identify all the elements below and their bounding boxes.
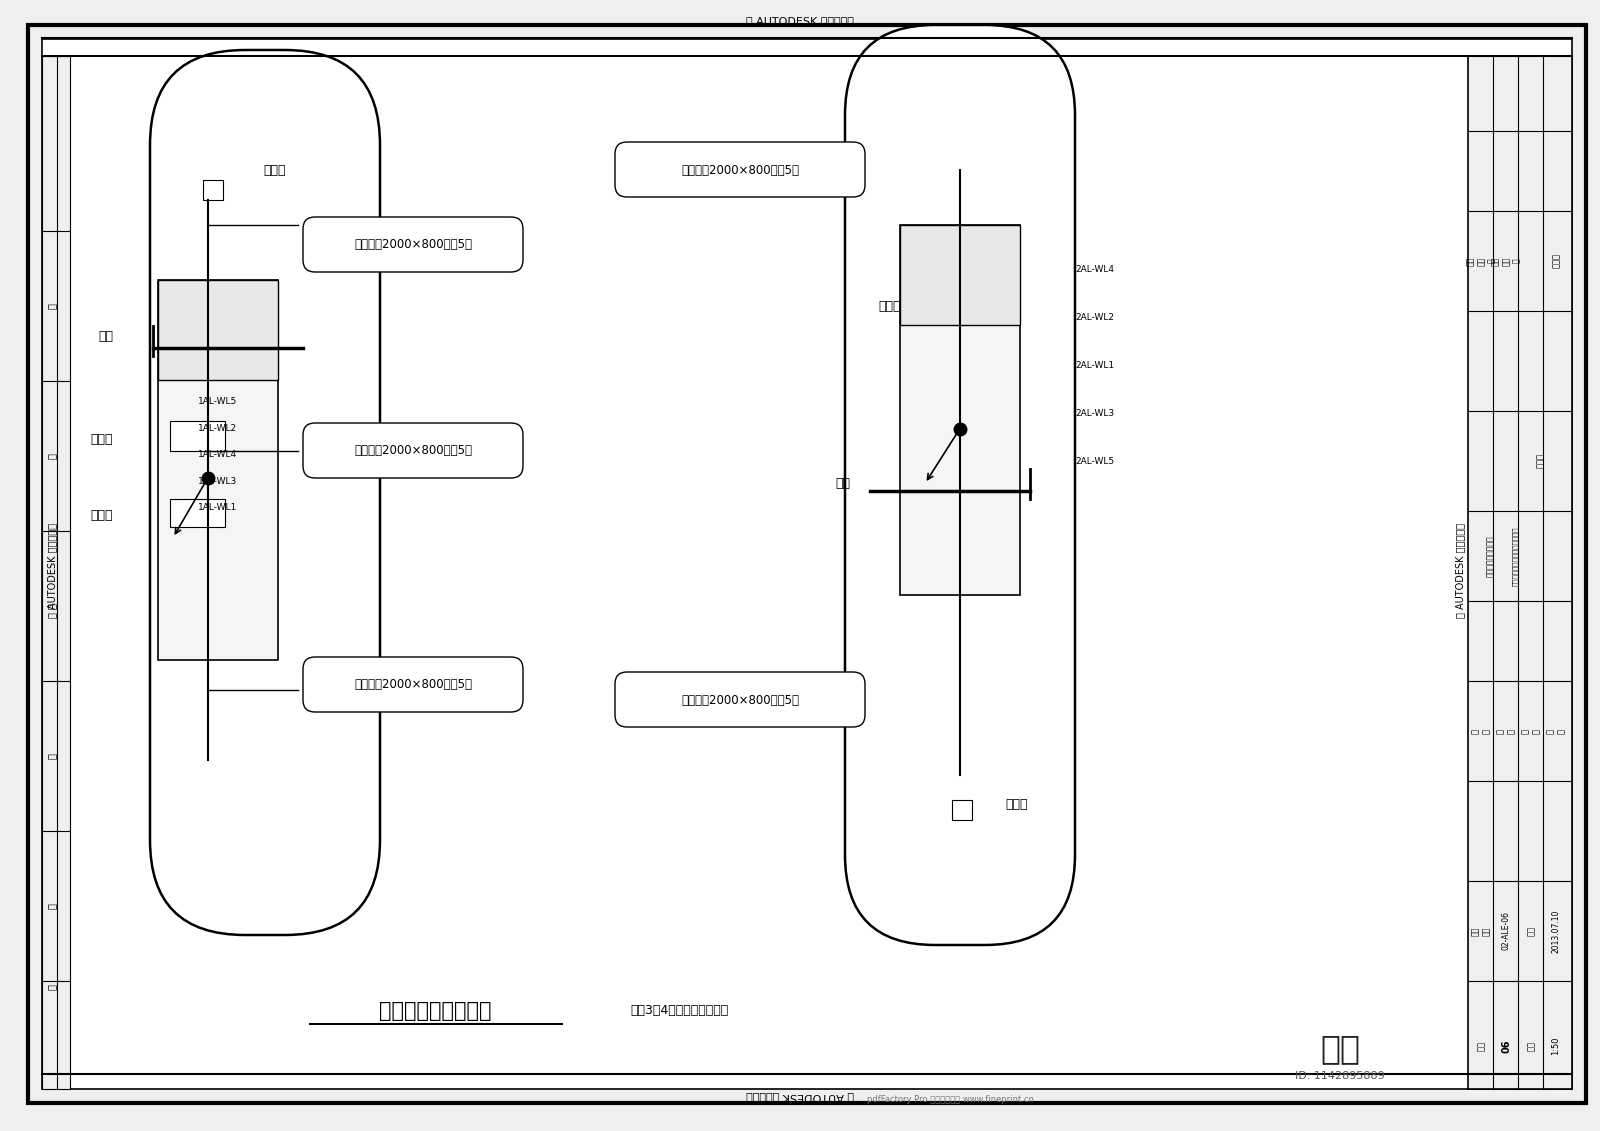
Text: www.znzmo.com: www.znzmo.com bbox=[126, 676, 234, 746]
Text: www.znzmo.com: www.znzmo.com bbox=[1166, 916, 1274, 986]
FancyBboxPatch shape bbox=[42, 57, 70, 1089]
Text: 02-ALE-06: 02-ALE-06 bbox=[1501, 912, 1510, 950]
Text: www.znzmo.com: www.znzmo.com bbox=[646, 435, 754, 507]
Text: www.znzmo.com: www.znzmo.com bbox=[386, 435, 494, 507]
Text: 地感线圈2000×800环绕5圈: 地感线圈2000×800环绕5圈 bbox=[354, 239, 472, 251]
Text: 丙: 丙 bbox=[46, 753, 58, 759]
Text: 由 AUTODESK 学生版生成: 由 AUTODESK 学生版生成 bbox=[746, 1093, 854, 1102]
Text: www.znzmo.com: www.znzmo.com bbox=[646, 676, 754, 746]
Text: 验卡机: 验卡机 bbox=[91, 433, 114, 446]
FancyBboxPatch shape bbox=[302, 217, 523, 271]
Text: 己: 己 bbox=[46, 303, 58, 309]
FancyBboxPatch shape bbox=[203, 180, 222, 200]
Text: 发卡机: 发卡机 bbox=[91, 509, 114, 523]
FancyBboxPatch shape bbox=[42, 38, 1571, 1089]
Text: 施工图: 施工图 bbox=[1552, 253, 1560, 268]
Text: 地感线圈2000×800环绕5圈: 地感线圈2000×800环绕5圈 bbox=[682, 693, 798, 707]
Text: 校
对: 校 对 bbox=[1522, 728, 1541, 734]
Text: 地感线圈2000×800环绕5圈: 地感线圈2000×800环绕5圈 bbox=[682, 164, 798, 176]
Text: 知末: 知末 bbox=[1320, 1033, 1360, 1065]
FancyBboxPatch shape bbox=[170, 421, 226, 451]
FancyBboxPatch shape bbox=[170, 499, 226, 527]
Text: 图号: 图号 bbox=[1477, 1041, 1485, 1051]
Text: 1AL-WL3: 1AL-WL3 bbox=[198, 477, 238, 486]
Text: 验卡机: 验卡机 bbox=[878, 300, 901, 313]
Text: 丁: 丁 bbox=[46, 603, 58, 608]
Text: www.znzmo.com: www.znzmo.com bbox=[1166, 435, 1274, 507]
Text: www.znzmo.com: www.znzmo.com bbox=[906, 196, 1014, 266]
Text: 由 AUTODESK 学生版生成: 由 AUTODESK 学生版生成 bbox=[1454, 524, 1466, 619]
Text: 2AL-WL3: 2AL-WL3 bbox=[1075, 409, 1114, 418]
Text: 2AL-WL1: 2AL-WL1 bbox=[1075, 361, 1114, 370]
Text: 道闸: 道闸 bbox=[98, 330, 114, 343]
FancyBboxPatch shape bbox=[158, 280, 278, 380]
FancyBboxPatch shape bbox=[302, 423, 523, 478]
Text: 1AL-WL5: 1AL-WL5 bbox=[198, 397, 238, 406]
Text: 2AL-WL2: 2AL-WL2 bbox=[1075, 313, 1114, 322]
Text: www.znzmo.com: www.znzmo.com bbox=[386, 916, 494, 986]
Text: 工程
编号: 工程 编号 bbox=[1472, 926, 1491, 935]
Text: 收费系统设备布置图: 收费系统设备布置图 bbox=[1485, 535, 1494, 577]
Text: www.znzmo.com: www.znzmo.com bbox=[126, 916, 234, 986]
Text: www.znzmo.com: www.znzmo.com bbox=[906, 676, 1014, 746]
Text: 摄像机: 摄像机 bbox=[1005, 798, 1027, 812]
Text: pdfFactory Pro 试用版本创建 www.fineprint.cn: pdfFactory Pro 试用版本创建 www.fineprint.cn bbox=[867, 1095, 1034, 1104]
Text: www.znzmo.com: www.znzmo.com bbox=[126, 435, 234, 507]
FancyBboxPatch shape bbox=[899, 225, 1021, 325]
FancyBboxPatch shape bbox=[150, 50, 381, 935]
Text: www.znzmo.com: www.znzmo.com bbox=[386, 196, 494, 266]
Text: 06: 06 bbox=[1501, 1039, 1510, 1053]
FancyBboxPatch shape bbox=[952, 800, 973, 820]
Text: www.znzmo.com: www.znzmo.com bbox=[646, 916, 754, 986]
Text: 戊: 戊 bbox=[46, 454, 58, 459]
Text: 1AL-WL2: 1AL-WL2 bbox=[198, 424, 237, 433]
Text: 设
计: 设 计 bbox=[1472, 728, 1491, 734]
Text: 日期: 日期 bbox=[1526, 926, 1536, 936]
Text: www.znzmo.com: www.znzmo.com bbox=[906, 916, 1014, 986]
Text: 工程
负责
人: 工程 负责 人 bbox=[1466, 257, 1496, 266]
Text: 收费系统设备布置图: 收费系统设备布置图 bbox=[379, 1001, 491, 1021]
Text: 比例: 比例 bbox=[1526, 1041, 1536, 1051]
Text: www.znzmo.com: www.znzmo.com bbox=[1166, 196, 1274, 266]
Text: 甲: 甲 bbox=[46, 984, 58, 990]
Text: 批
准: 批 准 bbox=[1546, 728, 1566, 734]
Text: www.znzmo.com: www.znzmo.com bbox=[1166, 676, 1274, 746]
Text: www.znzmo.com: www.znzmo.com bbox=[646, 196, 754, 266]
Text: 施工图: 施工图 bbox=[1536, 454, 1544, 468]
Text: 2AL-WL4: 2AL-WL4 bbox=[1075, 265, 1114, 274]
Text: 注：3、4号岗亭于此同类。: 注：3、4号岗亭于此同类。 bbox=[630, 1004, 728, 1018]
FancyBboxPatch shape bbox=[1469, 57, 1571, 1089]
Text: ID: 1142895889: ID: 1142895889 bbox=[1294, 1071, 1386, 1081]
FancyBboxPatch shape bbox=[29, 25, 1586, 1103]
Text: 摄像机: 摄像机 bbox=[262, 164, 285, 176]
Text: www.znzmo.com: www.znzmo.com bbox=[906, 435, 1014, 507]
FancyBboxPatch shape bbox=[302, 657, 523, 713]
Text: 2AL-WL5: 2AL-WL5 bbox=[1075, 457, 1114, 466]
Text: 1AL-WL1: 1AL-WL1 bbox=[198, 503, 238, 512]
Text: 2013.07.10: 2013.07.10 bbox=[1552, 909, 1560, 952]
Text: 1AL-WL4: 1AL-WL4 bbox=[198, 450, 237, 459]
Text: 道闸: 道闸 bbox=[835, 477, 850, 490]
Text: 1:50: 1:50 bbox=[1552, 1037, 1560, 1055]
Text: 由 AUTODESK 学生版生成: 由 AUTODESK 学生版生成 bbox=[746, 16, 854, 26]
FancyBboxPatch shape bbox=[614, 672, 866, 727]
FancyBboxPatch shape bbox=[614, 143, 866, 197]
Text: www.znzmo.com: www.znzmo.com bbox=[126, 196, 234, 266]
Text: 乙: 乙 bbox=[46, 903, 58, 909]
FancyBboxPatch shape bbox=[845, 25, 1075, 946]
Text: www.znzmo.com: www.znzmo.com bbox=[386, 676, 494, 746]
Text: 地感线圈2000×800环绕5圈: 地感线圈2000×800环绕5圈 bbox=[354, 679, 472, 691]
Text: 专业
负责
人: 专业 负责 人 bbox=[1491, 257, 1522, 266]
Text: 由 AUTODESK 学生版生成: 由 AUTODESK 学生版生成 bbox=[46, 524, 58, 619]
FancyBboxPatch shape bbox=[158, 280, 278, 661]
Text: 地上停车场岗亭及车位指示系统: 地上停车场岗亭及车位指示系统 bbox=[1512, 526, 1518, 586]
Text: 地感线圈2000×800环绕5圈: 地感线圈2000×800环绕5圈 bbox=[354, 444, 472, 458]
FancyBboxPatch shape bbox=[899, 225, 1021, 595]
Text: 审
核: 审 核 bbox=[1496, 728, 1515, 734]
